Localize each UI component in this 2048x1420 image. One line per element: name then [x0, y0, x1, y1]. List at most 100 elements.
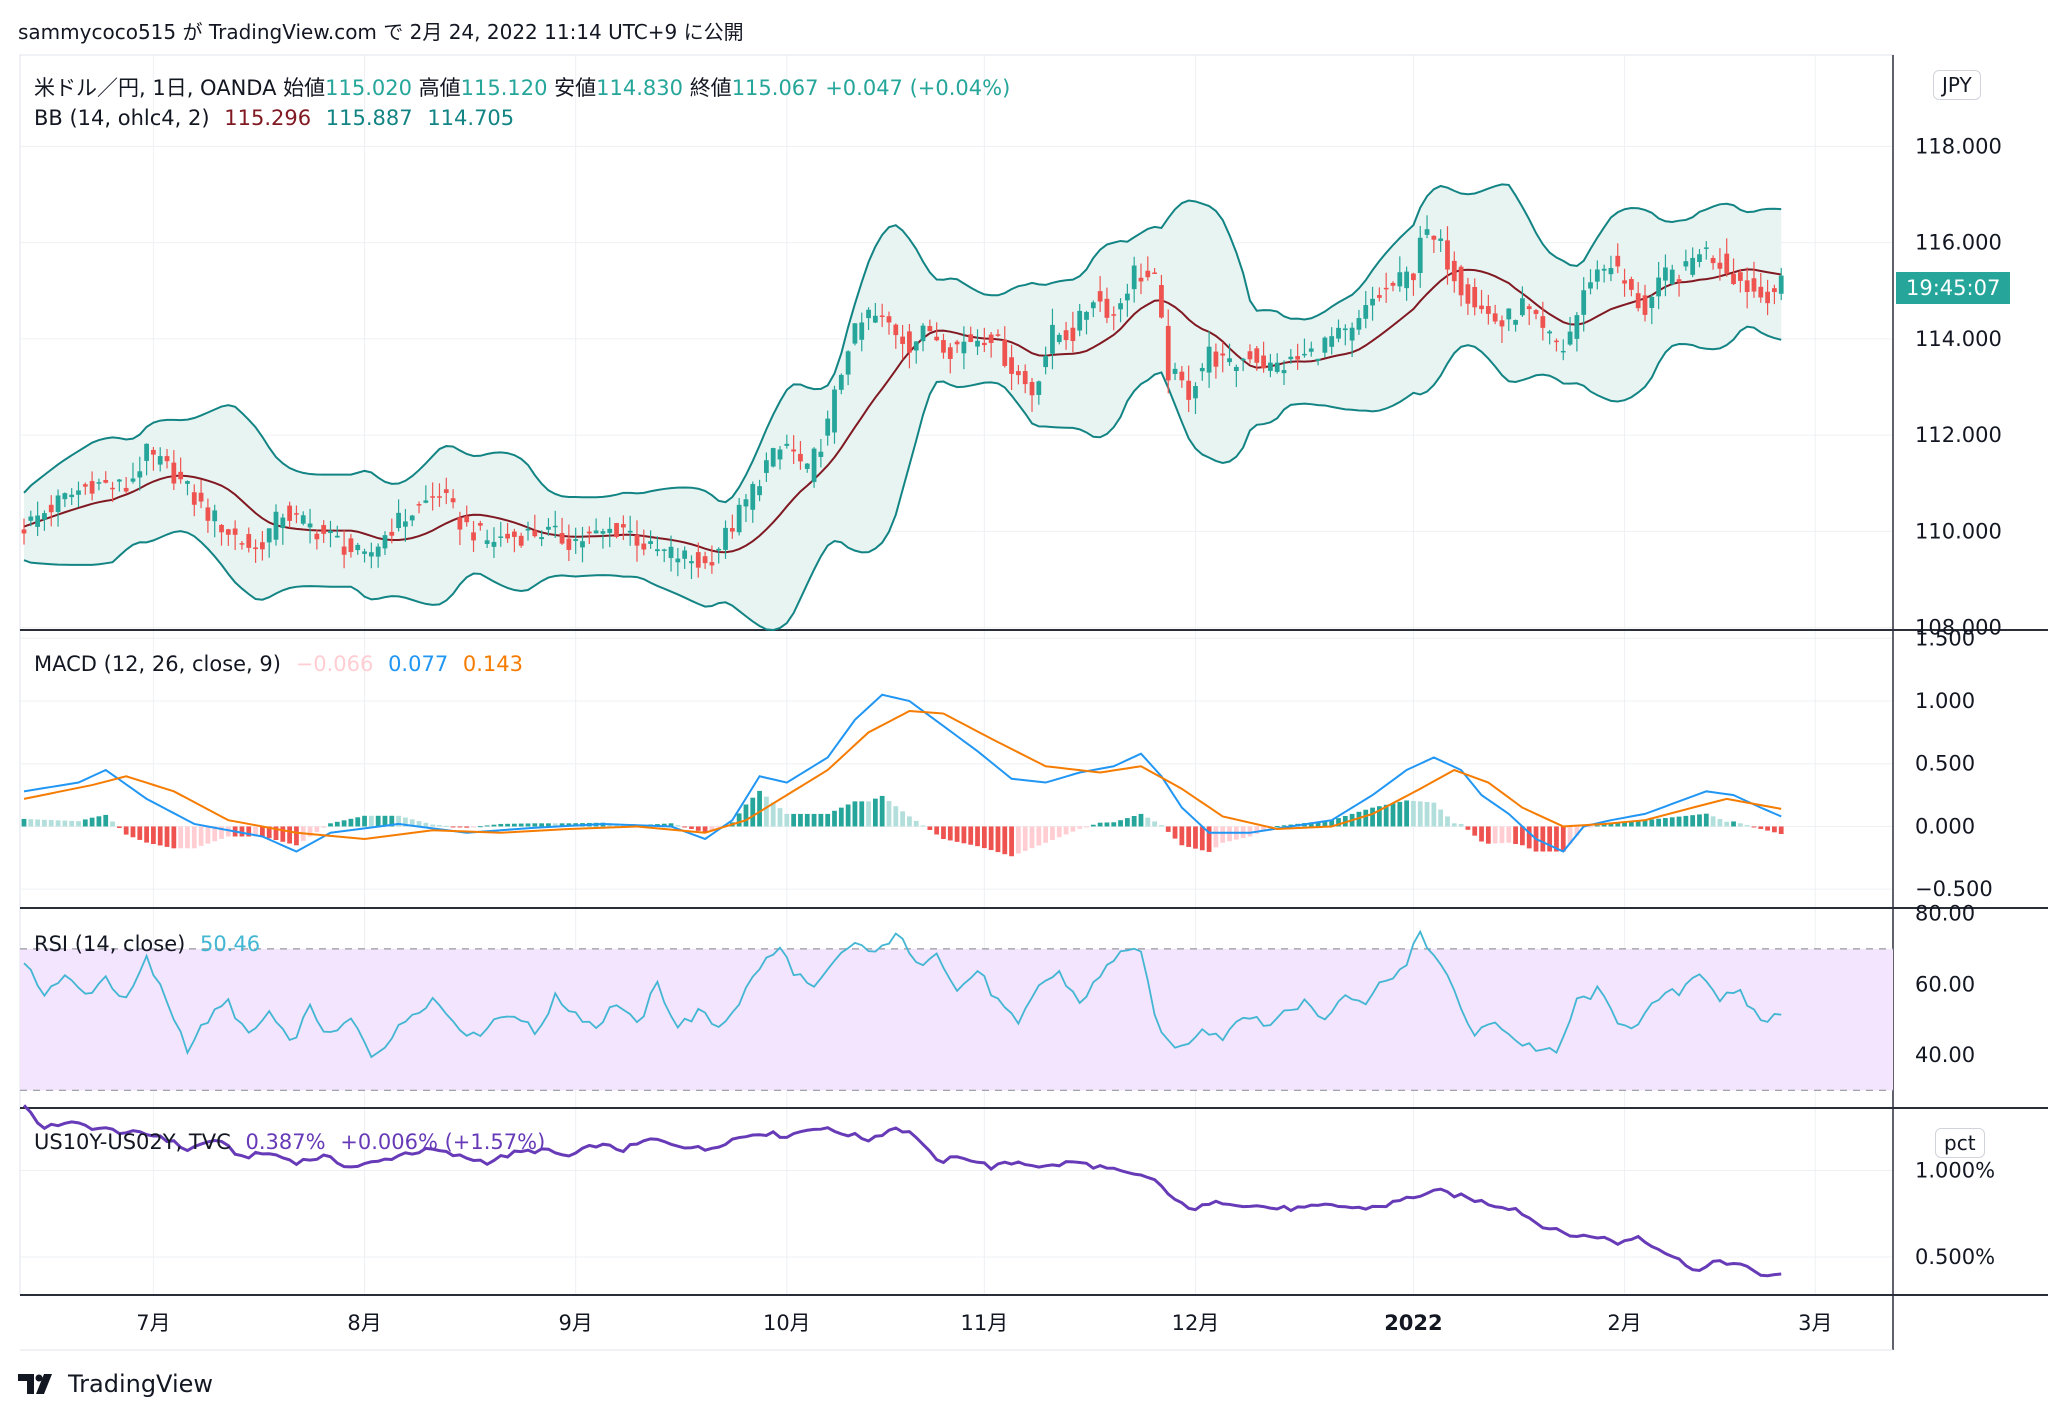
candle: [614, 522, 619, 539]
candle-body: [1029, 381, 1035, 396]
macd-hist-bar: [443, 825, 449, 827]
candle: [546, 518, 551, 536]
candle: [287, 501, 293, 528]
macd-hist-bar: [389, 815, 395, 827]
candle-body: [770, 448, 776, 467]
candle: [1281, 360, 1287, 385]
macd-hist-bar: [1063, 826, 1069, 835]
macd-hist-bar: [1520, 826, 1525, 846]
macd-hist-bar: [28, 819, 34, 827]
macd-hist-bar: [1445, 816, 1450, 827]
candle: [205, 498, 211, 533]
x-axis-label: 8月: [347, 1311, 381, 1335]
macd-hist-bar: [1084, 826, 1089, 828]
candle: [573, 527, 579, 554]
symbol-legend-part: 高値: [418, 76, 461, 100]
candle: [1043, 346, 1049, 375]
macd-hist-bar: [505, 823, 510, 827]
candle-body: [1097, 291, 1103, 302]
macd-hist-bar: [702, 826, 708, 833]
candle: [430, 482, 436, 511]
candle-body: [348, 538, 354, 553]
currency-badge[interactable]: JPY: [1933, 70, 1981, 100]
candle: [661, 548, 667, 563]
macd-hist-bar: [559, 823, 565, 827]
candle-body: [1172, 368, 1178, 374]
candle-body: [818, 451, 824, 457]
macd-hist-bar: [362, 815, 367, 827]
macd-hist-bar: [539, 823, 545, 827]
macd-hist-bar: [1104, 822, 1110, 827]
unit-badge[interactable]: pct: [1935, 1128, 1985, 1158]
candle-body: [1499, 320, 1505, 327]
candle-body: [866, 309, 871, 319]
candle: [389, 518, 395, 544]
y-axis-label: 1.000: [1915, 689, 1975, 713]
bb-lower-line: [23, 325, 1782, 632]
spread-change: +0.006% (+1.57%): [340, 1130, 546, 1154]
macd-hist-bar: [552, 823, 558, 827]
candle-body: [1152, 272, 1157, 274]
macd-hist-bar: [1281, 825, 1287, 827]
macd-hist-bar: [239, 826, 245, 837]
macd-hist-bar: [845, 804, 851, 827]
candle: [784, 434, 790, 449]
footer-brand[interactable]: TradingView: [18, 1370, 213, 1398]
candle-body: [1472, 286, 1478, 308]
candle: [1649, 294, 1655, 325]
macd-hist-bar: [1322, 820, 1328, 827]
macd-hist-bar: [798, 813, 803, 827]
candle: [1152, 268, 1157, 274]
candle: [947, 343, 953, 374]
candle-body: [280, 517, 286, 528]
candle-body: [110, 487, 115, 490]
candle: [1404, 266, 1409, 301]
candle-body: [1656, 277, 1662, 297]
candle: [1554, 338, 1559, 352]
candle-body: [164, 456, 170, 462]
candle: [1172, 362, 1178, 381]
macd-hist-bar: [1765, 826, 1770, 831]
macd-hist-bar: [981, 826, 987, 849]
macd-hist-bar: [1390, 803, 1396, 827]
candle-body: [1567, 331, 1573, 345]
macd-hist-bar: [1513, 826, 1518, 845]
candle-body: [1588, 282, 1593, 289]
candle: [1601, 264, 1607, 283]
candle-body: [532, 530, 538, 537]
candle-body: [55, 495, 61, 512]
candle: [1349, 322, 1355, 357]
candle: [151, 446, 156, 471]
macd-signal-value: 0.143: [462, 652, 523, 676]
candle: [1533, 308, 1539, 320]
candle: [743, 493, 749, 522]
macd-hist-bar: [764, 796, 769, 827]
macd-hist-bar: [1731, 821, 1736, 827]
candle-body: [464, 516, 470, 523]
macd-hist-bar: [1056, 826, 1062, 838]
macd-hist-bar: [1308, 822, 1314, 827]
macd-hist-bar: [1193, 826, 1198, 849]
bb-lower-value: 114.705: [427, 106, 515, 130]
macd-hist-bar: [927, 826, 933, 830]
macd-hist-bar: [21, 818, 27, 827]
candle: [634, 520, 640, 562]
candle: [695, 542, 701, 578]
candle: [505, 523, 510, 543]
y-axis-label: 80.00: [1915, 902, 1975, 926]
candle: [1050, 308, 1055, 370]
candle: [1642, 284, 1648, 322]
macd-hist-bar: [1404, 800, 1409, 827]
macd-hist-bar: [750, 797, 756, 827]
candle: [1690, 247, 1696, 278]
candle-body: [1608, 268, 1614, 275]
candle-body: [1131, 265, 1137, 290]
macd-hist-bar: [1615, 822, 1621, 827]
candle-body: [968, 334, 974, 342]
macd-hist-bar: [1778, 826, 1784, 834]
candle: [1295, 343, 1301, 370]
candle: [1492, 304, 1498, 325]
macd-hist-bar: [709, 826, 715, 831]
candle-body: [157, 456, 163, 465]
